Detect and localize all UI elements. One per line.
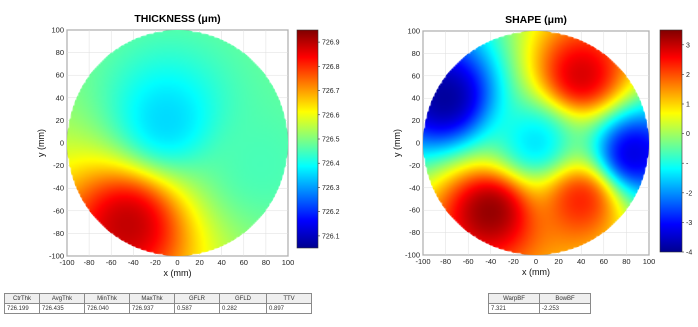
x-tick-label: -80 [84,258,95,267]
colorbar-tick-label: -4 [686,250,692,257]
colorbar-tick-label: -2 [686,190,692,197]
stat-header: AvgThk [40,294,85,304]
colorbar-tick-label: -3 [686,220,692,227]
wafer-heatmap [423,31,649,255]
x-tick-label: -40 [128,258,139,267]
colorbar-tick-label: 726.1 [322,233,340,240]
x-tick-label: 40 [218,258,226,267]
chart-title: SHAPE (μm) [505,14,567,26]
y-tick-label: 0 [416,139,420,148]
y-tick-label: -80 [53,229,64,238]
y-tick-label: -100 [49,252,64,261]
colorbar-tick-label: 726.4 [322,161,340,168]
x-tick-label: -60 [106,258,117,267]
x-tick-label: 80 [262,258,270,267]
stat-value: 0.897 [267,304,312,314]
x-tick-label: 60 [240,258,248,267]
stat-header: GFLR [175,294,220,304]
stat-value: 0.587 [175,304,220,314]
thickness-stats-table: CtrThk AvgThk MinThk MaxThk GFLR GFLD TT… [4,293,312,314]
y-axis-label: y (mm) [36,129,46,157]
stat-header: BowBF [540,294,591,304]
colorbar-tick-label: 726.6 [322,112,340,119]
shape-map-chart: SHAPE (μm)-100 -80 -60 -40 -20 0 20 40 60 80 10010… [349,0,698,327]
x-tick-label: 60 [600,257,608,266]
stat-value: 726.435 [40,304,85,314]
stats-header-row: CtrThk AvgThk MinThk MaxThk GFLR GFLD TT… [5,294,312,304]
y-tick-label: 60 [412,71,420,80]
x-tick-label: 100 [643,257,656,266]
x-tick-label: 0 [534,257,538,266]
colorbar-tick-label: 726.3 [322,185,340,192]
x-tick-label: 100 [282,258,295,267]
y-tick-label: 20 [412,116,420,125]
y-tick-label: 80 [412,49,420,58]
y-tick-label: 100 [51,26,64,35]
x-axis-label: x (mm) [522,267,550,277]
stats-value-row: 7.321 -2.253 [489,304,591,314]
y-tick-label: -60 [409,206,420,215]
colorbar [297,30,318,248]
chart-title: THICKNESS (μm) [134,13,220,25]
x-tick-label: -80 [440,257,451,266]
x-tick-label: 0 [175,258,179,267]
colorbar-tick-label: 1 [686,102,690,109]
y-tick-label: 60 [56,71,64,80]
colorbar-tick-label: 726.2 [322,209,340,216]
thickness-map-chart: THICKNESS (μm) -100 -80 -60 -40 -20 0 20 40 60 80 1… [0,0,349,327]
stat-value: 7.321 [489,304,540,314]
y-tick-label: -80 [409,228,420,237]
colorbar-tick-label: 2 [686,72,690,79]
x-tick-label: -40 [485,257,496,266]
y-tick-label: 100 [407,27,420,36]
x-tick-label: 20 [554,257,562,266]
stat-value: 0.282 [220,304,267,314]
y-tick-label: -20 [409,161,420,170]
stats-header-row: WarpBF BowBF [489,294,591,304]
stat-header: GFLD [220,294,267,304]
stat-header: MinThk [85,294,130,304]
x-tick-label: -60 [463,257,474,266]
stat-header: TTV [267,294,312,304]
y-tick-label: -40 [53,184,64,193]
stat-value: 726.040 [85,304,130,314]
stats-value-row: 726.199 726.435 726.040 726.937 0.587 0.… [5,304,312,314]
y-tick-label: 0 [60,139,64,148]
y-tick-label: 40 [56,93,64,102]
x-axis-label: x (mm) [164,268,192,278]
colorbar-tick-label: 726.8 [322,64,340,71]
wafer-heatmap [67,30,288,256]
colorbar-tick-label: 0 [686,131,690,138]
y-tick-label: -40 [409,183,420,192]
colorbar-tick-label: 3 [686,42,690,49]
stat-value: 726.199 [5,304,40,314]
shape-stats-table: WarpBF BowBF 7.321 -2.253 [488,293,591,314]
y-tick-label: 80 [56,48,64,57]
stat-header: MaxThk [130,294,175,304]
shape-panel: SHAPE (μm) -100 -80 -60 -40 -20 0 20 40 60 80 100 10… [349,0,698,327]
x-tick-label: 40 [577,257,585,266]
y-tick-label: -60 [53,206,64,215]
colorbar-tick-label: 726.5 [322,137,340,144]
colorbar-tick-label: - [686,161,689,168]
x-tick-label: -20 [150,258,161,267]
colorbar [660,30,682,252]
x-tick-label: 80 [622,257,630,266]
stat-header: CtrThk [5,294,40,304]
y-tick-label: -20 [53,161,64,170]
thickness-panel: THICKNESS (μm) -100 -80 -60 -40 -20 0 20 40 60 80 1… [0,0,349,327]
stat-header: WarpBF [489,294,540,304]
stat-value: 726.937 [130,304,175,314]
x-tick-label: 20 [195,258,203,267]
colorbar-tick-label: 726.7 [322,88,340,95]
stat-value: -2.253 [540,304,591,314]
y-tick-label: 20 [56,116,64,125]
x-tick-label: -20 [508,257,519,266]
y-axis-label: y (mm) [392,129,402,157]
y-tick-label: -100 [405,251,420,260]
colorbar-tick-label: 726.9 [322,40,340,47]
y-tick-label: 40 [412,94,420,103]
